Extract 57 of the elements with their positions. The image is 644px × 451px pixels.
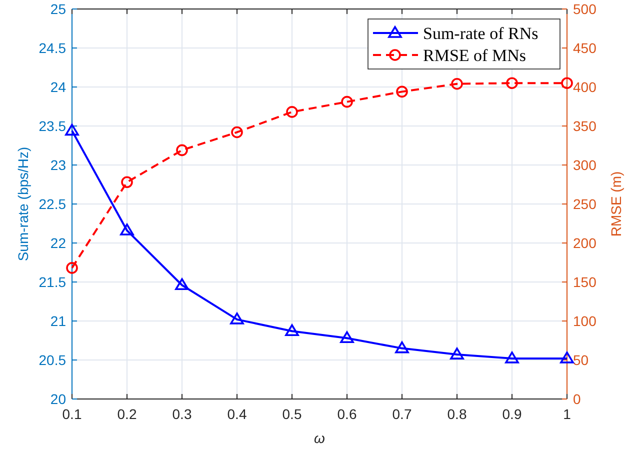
y2-tick-label: 300 [573, 157, 597, 173]
y-tick-label: 24 [50, 79, 66, 95]
point [395, 341, 409, 354]
point [175, 278, 189, 290]
point [66, 262, 78, 274]
x-tick-label: 0.9 [502, 406, 522, 422]
y-axis-title: Sum-rate (bps/Hz) [15, 146, 31, 262]
y2-tick-label: 100 [573, 313, 597, 329]
y-tick-label: 22.5 [38, 196, 66, 212]
y2-tick-label: 450 [573, 40, 597, 56]
y2-tick-label: 400 [573, 79, 597, 95]
x-tick-label: 0.1 [62, 406, 82, 422]
point [286, 106, 298, 118]
point [121, 176, 133, 188]
point [341, 96, 353, 108]
legend-label: Sum-rate of RNs [423, 24, 538, 43]
y-tick-label: 23 [50, 157, 66, 173]
y2-axis-title: RMSE (m) [608, 171, 624, 237]
point [561, 77, 573, 89]
point [451, 78, 463, 90]
point [230, 312, 244, 324]
point [285, 324, 299, 336]
point [340, 331, 354, 344]
y-tick-label: 21 [50, 313, 66, 329]
x-tick-label: 0.7 [392, 406, 412, 422]
legend-label: RMSE of MNs [423, 46, 526, 65]
y-tick-label: 23.5 [38, 118, 66, 134]
y2-tick-label: 350 [573, 118, 597, 134]
y2-tick-label: 200 [573, 235, 597, 251]
x-tick-label: 0.4 [227, 406, 247, 422]
x-tick-label: 0.8 [447, 406, 467, 422]
y2-tick-label: 50 [573, 352, 589, 368]
point [450, 348, 464, 360]
point [176, 144, 188, 156]
y2-tick-label: 150 [573, 274, 597, 290]
x-tick-label: 0.5 [282, 406, 302, 422]
y2-tick-label: 500 [573, 1, 597, 17]
point [506, 77, 518, 89]
y-tick-label: 22 [50, 235, 66, 251]
point [505, 352, 519, 364]
y-tick-label: 25 [50, 1, 66, 17]
point [396, 86, 408, 98]
y-tick-label: 21.5 [38, 274, 66, 290]
point [231, 126, 243, 138]
x-tick-label: 0.6 [337, 406, 357, 422]
y-tick-label: 20.5 [38, 352, 66, 368]
y2-tick-label: 0 [573, 391, 581, 407]
x-tick-label: 0.2 [117, 406, 137, 422]
y-tick-label: 20 [50, 391, 66, 407]
y-tick-label: 24.5 [38, 40, 66, 56]
x-tick-label: 0.3 [172, 406, 192, 422]
y2-tick-label: 250 [573, 196, 597, 212]
x-tick-label: 1 [563, 406, 572, 422]
point [120, 224, 134, 236]
x-axis-title: ω [314, 430, 326, 446]
point [65, 124, 79, 136]
point [560, 352, 574, 364]
